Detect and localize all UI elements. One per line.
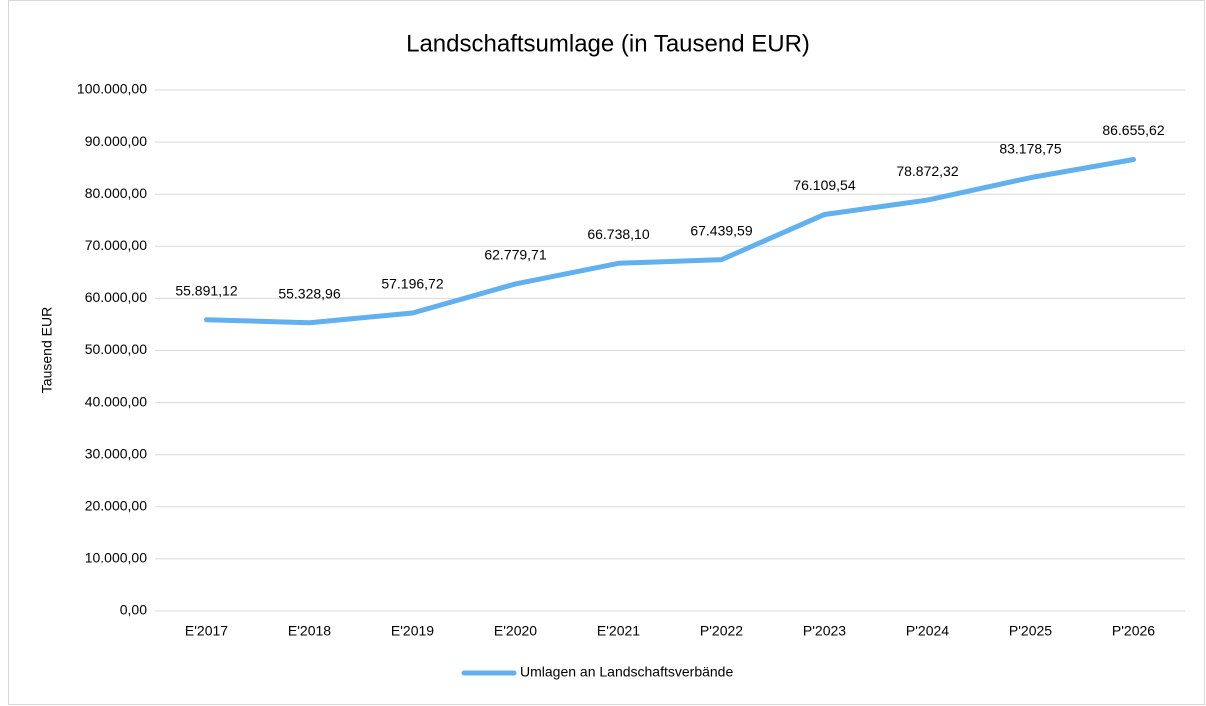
y-tick-label: 100.000,00	[77, 81, 147, 97]
data-label: 55.891,12	[175, 283, 237, 299]
x-tick-label: P'2026	[1112, 623, 1155, 639]
data-label: 76.109,54	[793, 177, 855, 193]
x-tick-label: E'2019	[391, 623, 434, 639]
y-tick-label: 40.000,00	[85, 393, 147, 409]
series-line	[204, 157, 1136, 326]
x-tick-label: E'2021	[597, 623, 640, 639]
legend-label: Umlagen an Landschaftsverbände	[520, 664, 733, 680]
y-axis-label: Tausend EUR	[39, 307, 55, 393]
y-tick-label: 0,00	[120, 602, 147, 618]
data-label: 62.779,71	[484, 247, 546, 263]
y-tick-label: 60.000,00	[85, 289, 147, 305]
y-tick-label: 80.000,00	[85, 185, 147, 201]
chart-title: Landschaftsumlage (in Tausend EUR)	[406, 30, 810, 57]
y-tick-label: 70.000,00	[85, 237, 147, 253]
x-tick-label: P'2022	[700, 623, 743, 639]
chart-border	[8, 0, 1205, 705]
x-tick-label: P'2024	[906, 623, 949, 639]
data-label: 83.178,75	[999, 140, 1061, 156]
y-tick-label: 10.000,00	[85, 550, 147, 566]
data-label: 86.655,62	[1102, 122, 1164, 138]
y-tick-label: 30.000,00	[85, 445, 147, 461]
x-tick-label: E'2020	[494, 623, 537, 639]
y-tick-label: 20.000,00	[85, 498, 147, 514]
data-label: 57.196,72	[381, 276, 443, 292]
y-tick-label: 90.000,00	[85, 133, 147, 149]
data-label: 78.872,32	[896, 163, 958, 179]
data-label: 55.328,96	[278, 285, 340, 301]
x-tick-label: P'2023	[803, 623, 846, 639]
data-label: 67.439,59	[690, 222, 752, 238]
data-label: 66.738,10	[587, 226, 649, 242]
x-tick-label: E'2018	[288, 623, 331, 639]
y-tick-label: 50.000,00	[85, 341, 147, 357]
x-tick-label: P'2025	[1009, 623, 1052, 639]
x-tick-label: E'2017	[185, 623, 228, 639]
